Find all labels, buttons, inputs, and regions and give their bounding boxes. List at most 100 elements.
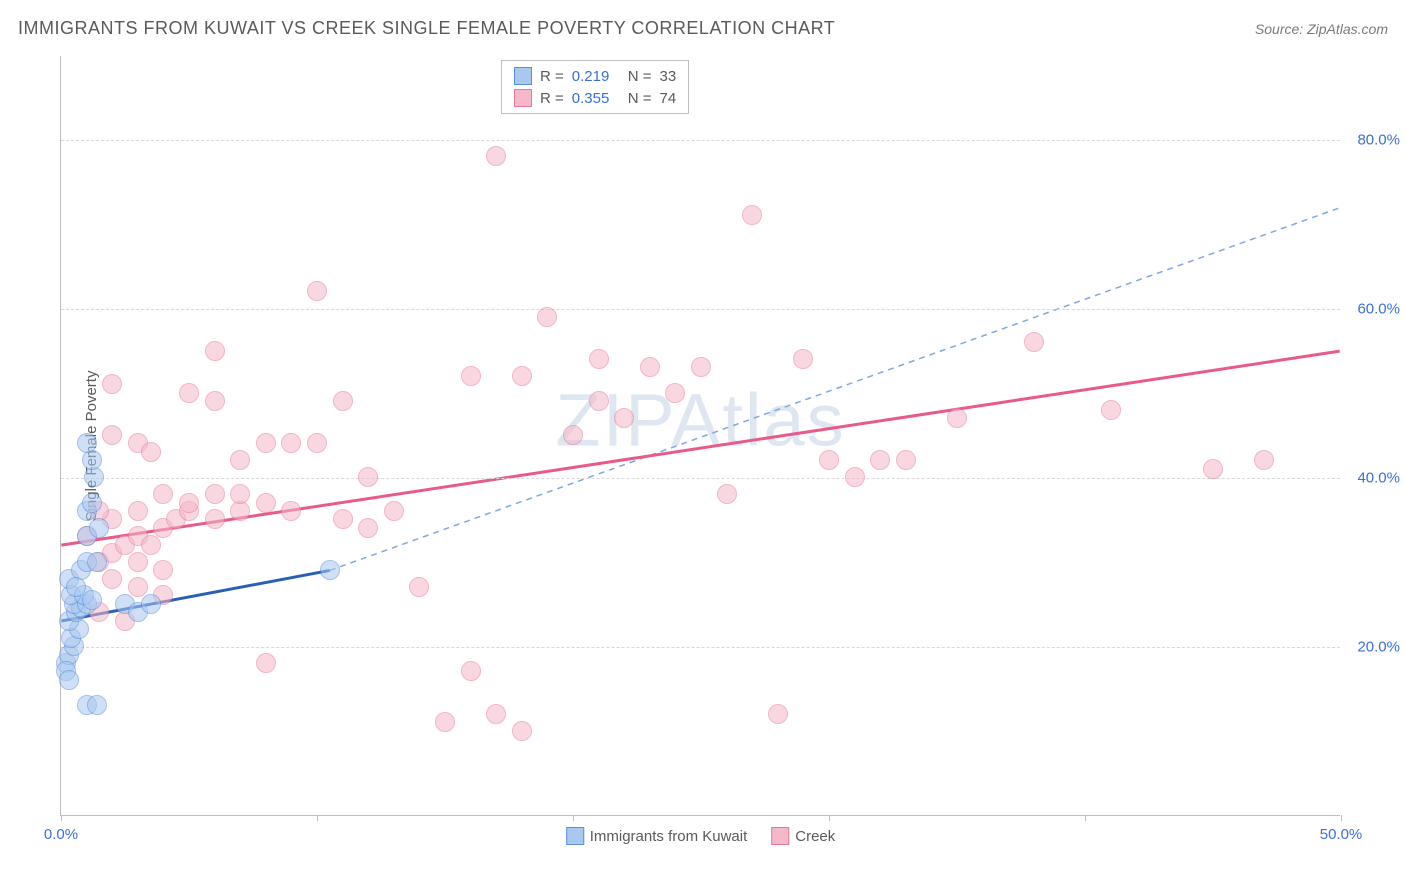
trend-lines xyxy=(61,56,1340,815)
data-point xyxy=(128,501,148,521)
x-tick xyxy=(829,815,830,821)
data-point xyxy=(870,450,890,470)
data-point xyxy=(435,712,455,732)
data-point xyxy=(512,366,532,386)
data-point xyxy=(59,670,79,690)
r-value: 0.219 xyxy=(572,68,620,85)
data-point xyxy=(640,357,660,377)
data-point xyxy=(87,695,107,715)
data-point xyxy=(589,391,609,411)
data-point xyxy=(537,307,557,327)
data-point xyxy=(486,146,506,166)
x-tick xyxy=(1085,815,1086,821)
legend-item: Immigrants from Kuwait xyxy=(566,827,748,845)
data-point xyxy=(205,391,225,411)
x-tick xyxy=(1341,815,1342,821)
chart-title: IMMIGRANTS FROM KUWAIT VS CREEK SINGLE F… xyxy=(18,18,835,39)
legend-swatch xyxy=(771,827,789,845)
data-point xyxy=(384,501,404,521)
data-point xyxy=(256,433,276,453)
data-point xyxy=(845,467,865,487)
r-label: R = xyxy=(540,68,564,85)
r-label: R = xyxy=(540,90,564,107)
data-point xyxy=(742,205,762,225)
data-point xyxy=(793,349,813,369)
data-point xyxy=(691,357,711,377)
legend-label: Immigrants from Kuwait xyxy=(590,828,748,845)
data-point xyxy=(333,509,353,529)
y-tick-label: 60.0% xyxy=(1345,301,1400,318)
data-point xyxy=(230,484,250,504)
title-bar: IMMIGRANTS FROM KUWAIT VS CREEK SINGLE F… xyxy=(18,18,1388,39)
data-point xyxy=(153,484,173,504)
data-point xyxy=(128,552,148,572)
data-point xyxy=(614,408,634,428)
data-point xyxy=(563,425,583,445)
data-point xyxy=(205,509,225,529)
data-point xyxy=(665,383,685,403)
x-tick xyxy=(573,815,574,821)
data-point xyxy=(128,577,148,597)
y-tick-label: 40.0% xyxy=(1345,470,1400,487)
r-value: 0.355 xyxy=(572,90,620,107)
legend-swatch xyxy=(566,827,584,845)
data-point xyxy=(205,341,225,361)
legend-correlation: R = 0.219 N = 33 R = 0.355 N = 74 xyxy=(501,60,689,114)
data-point xyxy=(84,467,104,487)
data-point xyxy=(896,450,916,470)
x-tick-label: 0.0% xyxy=(44,826,78,843)
legend-swatch xyxy=(514,89,532,107)
data-point xyxy=(1024,332,1044,352)
data-point xyxy=(717,484,737,504)
y-tick-label: 80.0% xyxy=(1345,132,1400,149)
source-label: Source: ZipAtlas.com xyxy=(1255,21,1388,37)
data-point xyxy=(512,721,532,741)
data-point xyxy=(66,577,86,597)
chart-area: ZIPAtlas R =0.219N =33R =0.355N =74 Immi… xyxy=(60,56,1340,816)
x-tick xyxy=(317,815,318,821)
x-tick-label: 50.0% xyxy=(1320,826,1363,843)
data-point xyxy=(87,552,107,572)
legend-row: R = 0.355 N = 74 xyxy=(510,87,680,109)
data-point xyxy=(153,560,173,580)
data-point xyxy=(358,518,378,538)
data-point xyxy=(281,433,301,453)
legend-series: Immigrants from Kuwait Creek xyxy=(566,827,836,845)
data-point xyxy=(102,425,122,445)
n-value: 33 xyxy=(660,68,677,85)
data-point xyxy=(409,577,429,597)
data-point xyxy=(256,493,276,513)
data-point xyxy=(102,374,122,394)
data-point xyxy=(141,594,161,614)
data-point xyxy=(205,484,225,504)
data-point xyxy=(819,450,839,470)
data-point xyxy=(179,493,199,513)
legend-label: Creek xyxy=(795,828,835,845)
data-point xyxy=(1254,450,1274,470)
data-point xyxy=(230,450,250,470)
data-point xyxy=(358,467,378,487)
data-point xyxy=(461,661,481,681)
data-point xyxy=(1203,459,1223,479)
data-point xyxy=(82,493,102,513)
legend-row: R = 0.219 N = 33 xyxy=(510,65,680,87)
n-label: N = xyxy=(628,90,652,107)
gridline xyxy=(61,647,1340,648)
data-point xyxy=(307,433,327,453)
gridline xyxy=(61,140,1340,141)
x-tick xyxy=(61,815,62,821)
n-value: 74 xyxy=(660,90,677,107)
y-tick-label: 20.0% xyxy=(1345,639,1400,656)
data-point xyxy=(947,408,967,428)
n-label: N = xyxy=(628,68,652,85)
data-point xyxy=(320,560,340,580)
gridline xyxy=(61,309,1340,310)
data-point xyxy=(461,366,481,386)
legend-item: Creek xyxy=(771,827,835,845)
data-point xyxy=(1101,400,1121,420)
data-point xyxy=(82,590,102,610)
data-point xyxy=(77,433,97,453)
data-point xyxy=(141,535,161,555)
gridline xyxy=(61,478,1340,479)
data-point xyxy=(102,569,122,589)
